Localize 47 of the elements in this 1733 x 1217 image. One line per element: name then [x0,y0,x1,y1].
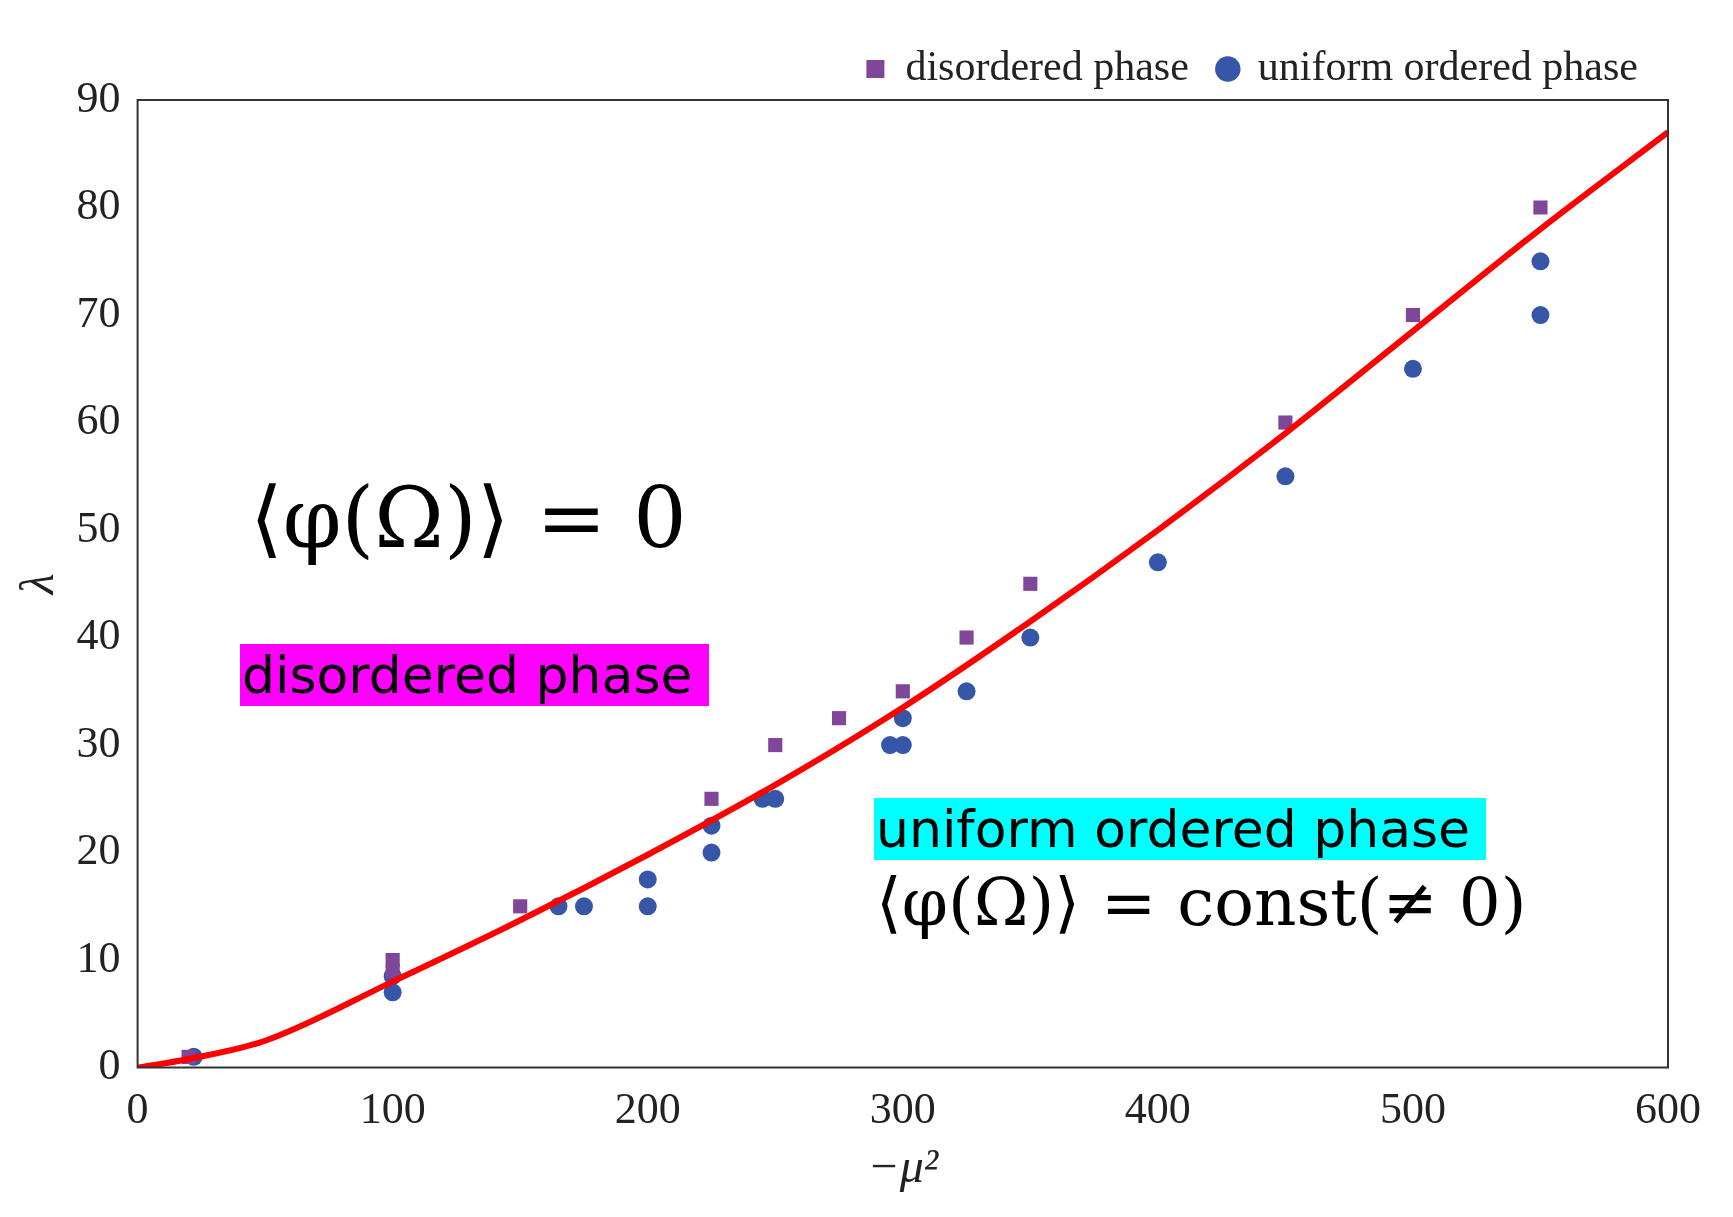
point [1533,200,1548,215]
point [766,789,785,808]
x-axis-title: −μ² [867,1138,940,1192]
point [959,630,974,645]
y-tick-label: 0 [98,1040,121,1090]
y-tick-label: 80 [76,180,121,230]
point [702,843,721,862]
point [831,711,847,726]
point [957,682,976,701]
x-tick-label: 300 [869,1083,936,1133]
legend-label: disordered phase [905,43,1189,90]
point [574,897,593,916]
point [1148,553,1167,572]
x-tick-label: 200 [614,1083,681,1133]
point [513,899,528,914]
y-tick-label: 90 [76,72,121,122]
y-tick-label: 10 [76,932,121,982]
y-axis-title: λ [10,573,64,597]
y-tick-label: 40 [76,610,121,660]
point [1021,628,1040,647]
point [1023,576,1038,591]
x-tick-label: 400 [1124,1083,1191,1133]
y-tick-label: 20 [76,825,121,875]
point [383,983,402,1002]
point [768,738,783,753]
point [1276,467,1295,486]
x-tick-label: 600 [1635,1083,1701,1133]
x-tick-label: 500 [1379,1083,1446,1133]
y-tick-label: 50 [76,502,121,552]
annotation: uniform ordered phase [874,798,1487,861]
annotation: disordered phase [240,644,709,707]
y-tick-label: 30 [76,717,121,767]
point [638,897,657,916]
annotation: ⟨φ(Ω)⟩ = const(≠ 0) [875,863,1528,943]
point [1405,307,1420,323]
y-tick-label: 60 [76,395,121,445]
x-tick-label: 100 [359,1083,426,1133]
point [895,684,910,699]
point [385,963,400,978]
y-tick-label: 70 [76,287,121,337]
point [1531,306,1550,325]
point [1403,359,1422,378]
annotation: ⟨φ(Ω)⟩ = 0 [249,468,688,569]
point [638,870,657,889]
legend-label: uniform ordered phase [1257,43,1639,90]
point [704,791,719,806]
point [1531,252,1550,271]
